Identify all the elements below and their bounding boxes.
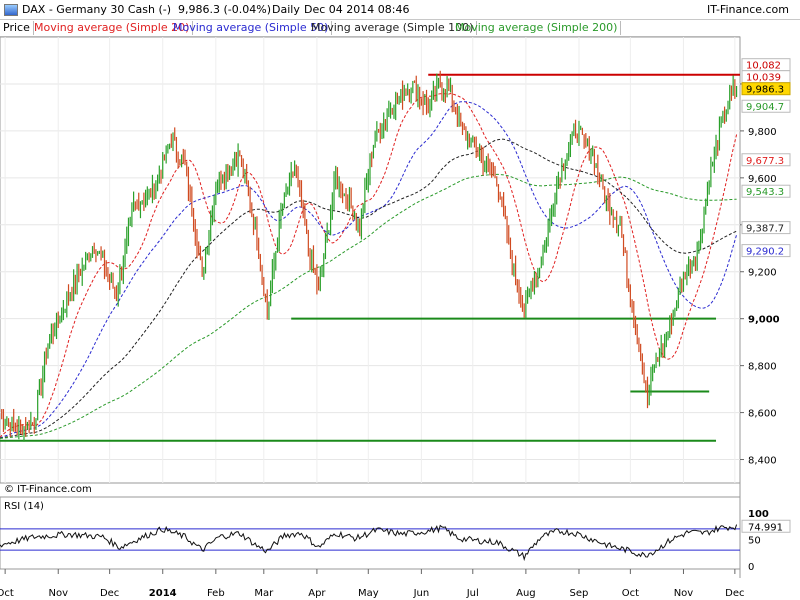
quote-datetime: Dec 04 2014 08:46	[304, 3, 410, 16]
ma-line-200: MA 200	[0, 173, 737, 439]
legend-ma-20[interactable]: Moving average (Simple 20)	[31, 21, 194, 35]
ma-line-50: MA 50	[0, 101, 738, 439]
price-label-box	[741, 244, 791, 258]
price-label: 10,082	[746, 61, 781, 72]
title-bar: DAX - Germany 30 Cash (-) 9,986.3 (-0.04…	[0, 0, 800, 20]
rsi-panel-frame	[0, 496, 741, 570]
price-label-box	[741, 82, 791, 96]
rsi-title: RSI (14)	[4, 501, 44, 512]
timeframe: Daily	[272, 3, 300, 16]
y-tick-label: 9,800	[748, 127, 777, 138]
x-tick-label: Sep	[570, 588, 589, 599]
x-tick-label: Dec	[100, 588, 119, 599]
y-tick-label: 9,200	[748, 268, 777, 279]
x-tick-label: Oct	[622, 588, 639, 599]
y-tick-label: 8,600	[748, 409, 777, 420]
indicator-legend: Price Moving average (Simple 20) Moving …	[0, 20, 740, 37]
y-tick-label: 10,000	[748, 80, 783, 91]
legend-ma-100[interactable]: Moving average (Simple 100)	[308, 21, 478, 35]
price-label: 10,039	[746, 73, 781, 84]
ma-line-100: MA 100	[0, 138, 737, 439]
price-label-box	[741, 70, 791, 84]
x-tick-label: Jul	[466, 588, 479, 599]
y-tick-label: 9,400	[748, 221, 777, 232]
price-label-box	[741, 58, 791, 72]
x-tick-label: 2014	[149, 588, 177, 599]
legend-ma-200[interactable]: Moving average (Simple 200)	[452, 21, 622, 35]
rsi-tick-label: 100	[748, 509, 769, 520]
price-label: 9,290.2	[746, 247, 784, 258]
x-tick-label: Jun	[413, 588, 430, 599]
x-tick-label: Mar	[254, 588, 274, 599]
x-tick-label: Dec	[725, 588, 744, 599]
price-label-box	[741, 184, 791, 198]
price-panel-frame	[0, 36, 741, 484]
brand-name: IT-Finance.com	[707, 3, 789, 16]
price-label: 9,543.3	[746, 187, 784, 198]
rsi-tick-label: 50	[748, 536, 761, 547]
legend-ma-50[interactable]: Moving average (Simple 50)	[170, 21, 333, 35]
x-tick-label: Feb	[207, 588, 225, 599]
price-label: 9,986.3	[746, 85, 784, 96]
y-tick-label: 9,600	[748, 174, 777, 185]
y-tick-label: 9,000	[748, 315, 780, 326]
x-tick-label: May	[358, 588, 379, 599]
y-tick-label: 8,800	[748, 362, 777, 373]
x-tick-label: Aug	[516, 588, 536, 599]
rsi-line	[0, 524, 738, 562]
x-tick-label: Nov	[674, 588, 694, 599]
copyright-label: © IT-Finance.com	[4, 484, 92, 495]
price-label-box	[741, 99, 791, 113]
price-label-box	[741, 221, 791, 235]
instrument-name: DAX - Germany 30 Cash (-)	[22, 3, 172, 16]
rsi-tick-label: 0	[748, 562, 754, 573]
price-label: 9,387.7	[746, 224, 784, 235]
legend-price[interactable]: Price	[0, 21, 34, 35]
rsi-last-box	[741, 519, 791, 533]
price-label: 9,677.3	[746, 156, 784, 167]
x-tick-label: Nov	[48, 588, 68, 599]
rsi-last-label: 74.991	[748, 522, 783, 533]
price-label-box	[741, 153, 791, 167]
price-label: 9,904.7	[746, 102, 784, 113]
last-quote: 9,986.3 (-0.04%)	[178, 3, 271, 16]
x-tick-label: Oct	[0, 588, 14, 599]
ma-line-20: MA 20	[0, 92, 738, 438]
y-tick-label: 8,400	[748, 456, 777, 467]
x-tick-label: Apr	[308, 588, 326, 599]
chart-app-icon	[4, 4, 18, 16]
